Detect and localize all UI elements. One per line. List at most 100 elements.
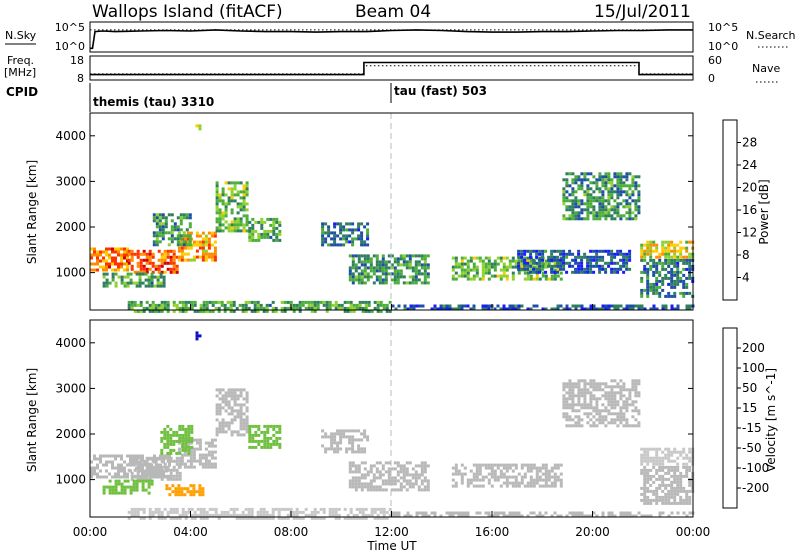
velocity-cell [472,472,476,476]
power-cell [592,199,596,203]
power-cell [472,304,476,308]
velocity-cell [363,435,367,439]
power-cell [139,300,143,304]
velocity-cell [157,465,161,469]
velocity-cell [172,448,176,452]
velocity-cell [260,439,264,443]
power-cell [604,205,608,209]
power-cell [463,268,467,272]
velocity-cell [301,510,305,514]
power-cell [460,271,464,275]
power-cell [227,223,231,227]
power-cell [201,243,205,247]
power-cell [592,208,596,212]
power-cell [357,225,361,229]
velocity-cell [186,490,190,494]
power-cell [417,260,421,264]
velocity-cell [424,514,428,518]
power-cell [556,258,560,262]
velocity-cell [151,513,155,517]
power-cell [670,261,674,265]
power-cell [370,309,374,313]
velocity-cell [625,418,629,422]
cpid-row: CPID themis (tau) 3310 tau (fast) 503 [6,83,487,112]
velocity-cell [184,513,188,517]
power-cell [589,181,593,185]
velocity-cell [592,409,596,413]
power-cell [586,208,590,212]
velocity-cell [384,482,388,486]
velocity-cell [363,482,367,486]
velocity-cell [99,460,102,464]
velocity-cell [218,403,222,407]
velocity-cell [640,492,644,496]
power-cell [517,255,521,259]
velocity-cell [247,513,251,517]
power-cell [301,300,305,304]
power-cell [175,264,179,268]
velocity-cell [198,484,202,488]
power-cell [169,249,173,253]
power-cell [670,243,674,247]
velocity-cell [226,510,230,514]
power-cell [152,240,156,244]
velocity-cell [211,507,215,511]
power-cell [532,267,536,271]
power-cell [331,303,335,307]
power-cell [619,267,623,271]
velocity-cell [667,453,671,457]
power-cell [313,309,317,313]
power-cell [610,249,614,253]
velocity-cell [278,445,282,449]
power-cell [166,249,170,253]
power-cell [601,255,605,259]
power-cell [384,281,388,285]
velocity-cell [421,511,425,515]
velocity-cell [454,484,458,488]
velocity-cell [127,516,131,520]
power-cell [253,306,257,310]
power-cell [321,240,325,244]
power-cell [224,208,228,212]
power-cell [487,304,491,308]
velocity-cell [108,485,112,489]
velocity-cell [646,501,650,505]
power-cell [622,307,626,311]
power-cell [649,240,653,244]
velocity-cell [357,450,361,454]
velocity-cell [172,433,176,437]
power-cell [472,262,476,266]
velocity-cell [199,513,203,517]
velocity-cell [210,450,214,454]
velocity-cell [165,484,169,488]
velocity-cell [227,403,231,407]
power-cell [595,178,599,182]
velocity-cell [354,476,358,480]
power-cell [157,303,161,307]
velocity-cell [366,470,370,474]
velocity-cell [198,441,202,445]
power-cell [646,270,650,274]
power-cell [210,234,214,238]
power-cell [147,284,151,288]
power-cell [232,300,236,304]
power-cell [616,184,620,188]
velocity-cell [571,382,575,386]
power-cell [652,243,656,247]
power-cell [574,181,578,185]
power-cell [592,205,596,209]
power-cell [201,255,205,259]
velocity-cell [280,507,284,511]
power-cell [682,267,686,271]
velocity-cell [233,415,237,419]
power-cell [664,252,668,256]
velocity-cell [577,421,581,425]
velocity-cell [475,478,479,482]
power-cell [354,228,358,232]
velocity-cell [619,394,623,398]
velocity-cell [129,457,132,461]
power-cell [161,222,165,226]
velocity-cell [676,501,680,505]
power-cell [242,184,246,188]
